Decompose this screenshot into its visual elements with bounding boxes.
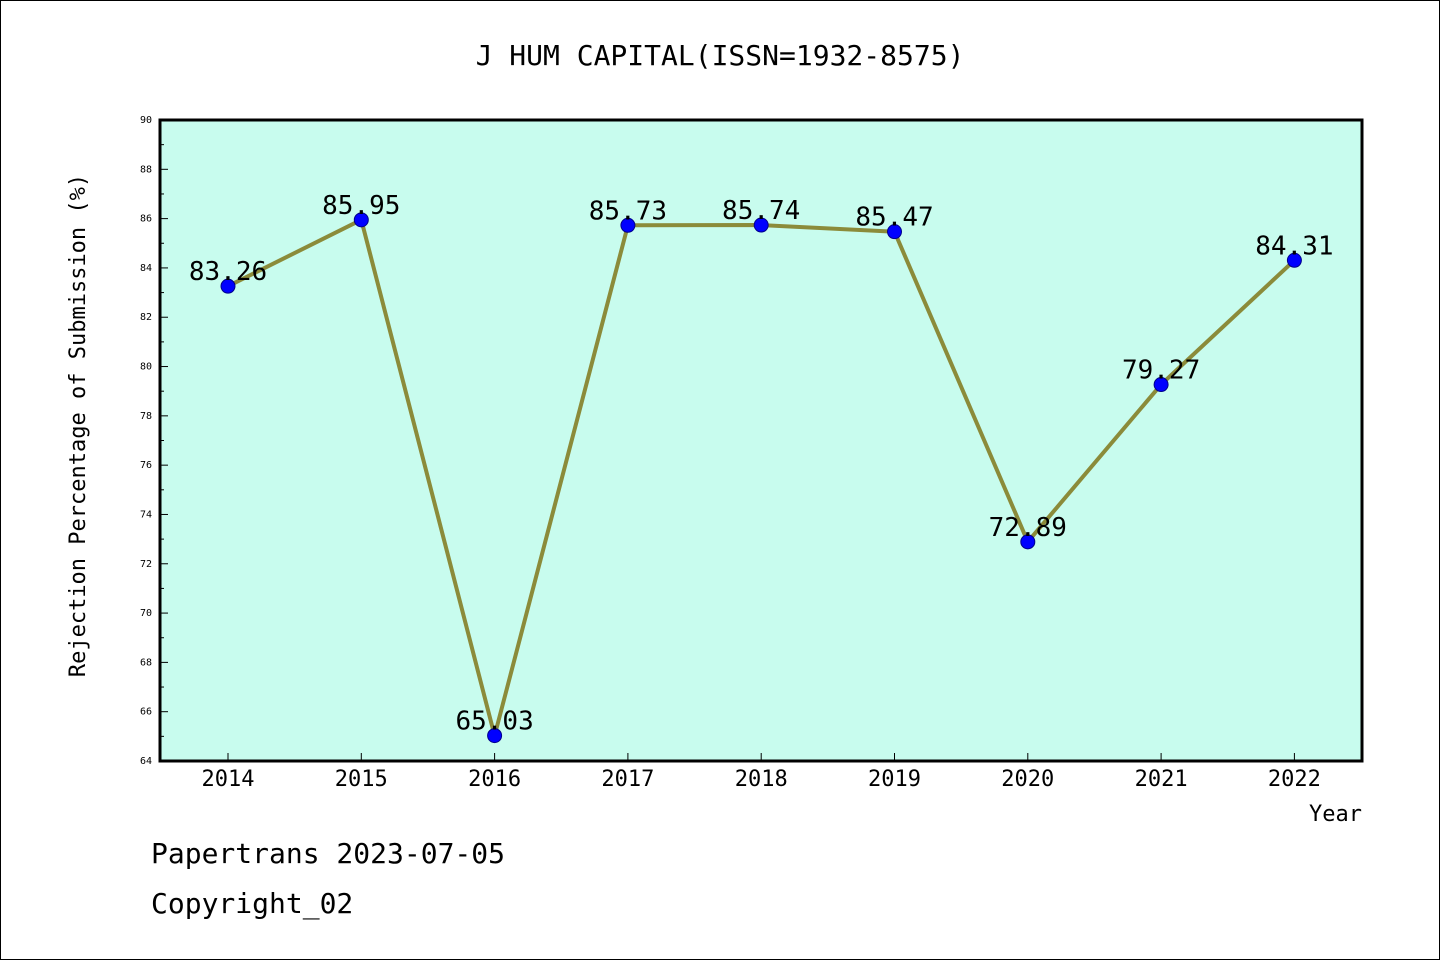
y-tick-label: 86	[140, 214, 152, 225]
data-point	[620, 217, 636, 233]
y-tick-label: 90	[140, 115, 152, 126]
chart-title: J HUM CAPITAL(ISSN=1932-8575)	[475, 39, 965, 72]
y-tick-label: 82	[140, 312, 152, 323]
y-tick-label: 64	[140, 756, 152, 767]
data-label: 72.89	[989, 513, 1067, 543]
data-label: 85.73	[589, 196, 667, 226]
data-point	[1286, 252, 1302, 268]
x-tick-label: 2019	[868, 767, 921, 792]
y-tick-label: 70	[140, 608, 152, 619]
x-tick-label: 2014	[202, 767, 255, 792]
x-tick-label: 2016	[468, 767, 521, 792]
data-label: 85.74	[722, 196, 800, 226]
x-tick-label: 2020	[1001, 767, 1054, 792]
data-label: 85.95	[322, 191, 400, 221]
y-tick-label: 84	[140, 263, 152, 274]
x-tick-label: 2022	[1268, 767, 1321, 792]
y-axis-label: Rejection Percentage of Submission (%)	[66, 174, 91, 677]
data-point	[887, 224, 902, 240]
plot-frame	[158, 118, 1364, 763]
data-label: 65.03	[455, 707, 533, 737]
y-tick-label: 80	[140, 362, 152, 373]
x-tick-label: 2021	[1135, 767, 1188, 792]
y-tick-label: 88	[140, 164, 152, 175]
y-tick-label: 76	[140, 460, 152, 471]
data-label: 84.31	[1255, 231, 1333, 261]
footer-copyright: Copyright_02	[151, 887, 354, 920]
x-tick-label: 2018	[735, 767, 788, 792]
y-tick-label: 66	[140, 707, 152, 718]
data-point	[487, 728, 503, 744]
data-label: 85.47	[855, 203, 933, 233]
y-tick-label: 68	[140, 657, 152, 668]
data-point	[353, 212, 369, 228]
data-label: 83.26	[189, 257, 267, 287]
data-point	[1153, 377, 1169, 393]
x-axis-label: Year	[1309, 802, 1362, 827]
data-point	[753, 217, 769, 233]
data-point	[220, 278, 236, 294]
y-tick-label: 78	[140, 411, 152, 422]
footer-date: Papertrans 2023-07-05	[151, 837, 506, 870]
x-tick-label: 2017	[601, 767, 654, 792]
data-label: 79.27	[1122, 356, 1200, 386]
y-tick-label: 72	[140, 559, 152, 570]
x-tick-label: 2015	[335, 767, 388, 792]
y-tick-label: 74	[140, 509, 152, 520]
data-point	[1020, 534, 1036, 550]
